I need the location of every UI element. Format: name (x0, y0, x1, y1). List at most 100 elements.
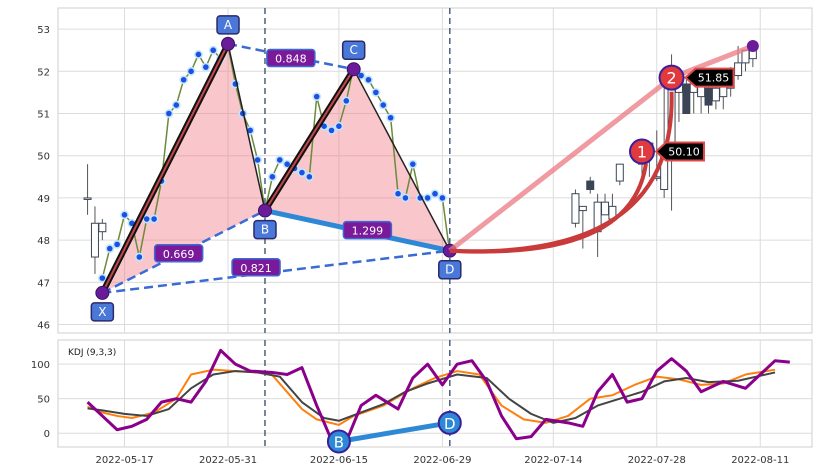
price-line-point (275, 155, 285, 165)
ratio-label-box (231, 258, 281, 277)
price-line-point (401, 193, 410, 203)
pattern-label-d: D (445, 263, 454, 277)
price-line-point (341, 96, 351, 106)
candle-body (734, 62, 743, 77)
leg-bc (263, 68, 355, 212)
pattern-label-box (438, 259, 462, 280)
ratio-label-box (342, 220, 393, 240)
kdj-marker-label-d: D (444, 415, 456, 433)
ratio-label-box (153, 244, 204, 263)
x-tick-label: 2022-05-31 (199, 455, 257, 466)
price-line-point (312, 92, 322, 102)
candle-body (615, 163, 624, 182)
price-y-tick-label: 51 (37, 110, 50, 121)
price-line-point (364, 75, 373, 85)
price-y-tick-label: 53 (37, 25, 50, 36)
price-line-point (120, 210, 129, 220)
projection-marker-label-2: 2 (666, 69, 676, 88)
ratio-label-xd: 0.821 (240, 262, 272, 275)
kdj-legend-text: KDJ (9,3,3) (68, 348, 116, 358)
leg-cd (353, 68, 451, 252)
price-line-point (164, 109, 174, 118)
kdj-marker-b (326, 429, 351, 454)
candle-body (578, 205, 587, 212)
candle-body (704, 87, 713, 106)
candle-body (90, 222, 99, 258)
price-line-point (186, 66, 196, 76)
price-y-tick-label: 48 (37, 236, 50, 247)
candle-body (682, 83, 691, 115)
projection-value-1: 50.10 (668, 146, 700, 159)
price-panel: 46 47 48 49 50 51 52 53 0.848 0.669 0.821 1.299 X A B C… (37, 7, 813, 334)
price-line-point (371, 88, 381, 97)
price-line-point (393, 189, 403, 199)
price-line-point (112, 239, 122, 249)
leg-xa (101, 42, 230, 294)
kdj-y-tick-label: 100 (31, 360, 50, 371)
kdj-y-tick-label: 50 (37, 395, 50, 406)
price-line-point (378, 100, 388, 110)
price-line-point (423, 193, 433, 203)
candle-body (83, 197, 92, 200)
price-line-point (327, 126, 336, 135)
price-line-point (304, 172, 314, 182)
pattern-point-c (346, 62, 361, 77)
price-line-point (201, 62, 211, 72)
ratio-label-ac: 0.848 (275, 53, 307, 66)
pattern-label-b: B (261, 223, 269, 237)
pattern-label-c: C (349, 43, 357, 57)
price-line-point (97, 273, 107, 283)
candle-body (601, 201, 610, 216)
leg-ab (227, 43, 266, 211)
price-line-point (386, 113, 396, 123)
pattern-label-box (90, 302, 115, 322)
candle-body (586, 180, 595, 190)
ratio-label-bd: 1.299 (352, 225, 384, 238)
x-tick-label: 2022-05-17 (95, 455, 153, 466)
candle-body (571, 193, 580, 224)
pattern-point-b (257, 203, 272, 218)
price-y-tick-label: 49 (37, 194, 50, 205)
price-plot-area (57, 7, 813, 334)
pattern-point-x (95, 285, 110, 300)
pattern-label-box (341, 40, 366, 60)
projection-value-2: 51.85 (698, 72, 730, 85)
xab-triangle (102, 43, 265, 293)
bcd-triangle (264, 69, 450, 251)
kdj-divergence-line (338, 420, 451, 444)
price-y-tick-label: 46 (37, 321, 50, 332)
x-tick-label: 2022-08-11 (731, 455, 789, 466)
pattern-label-x: X (98, 305, 106, 319)
x-tick-label: 2022-07-14 (524, 455, 582, 466)
projection-marker-2 (658, 64, 685, 91)
projection-arrow-2 (449, 91, 674, 254)
price-line-point (437, 193, 447, 203)
candle-body (711, 87, 720, 102)
price-line-point (408, 159, 418, 169)
ratio-label-box (266, 48, 316, 68)
target-end-point (746, 39, 759, 52)
price-line-point (179, 75, 189, 85)
price-line-point (267, 172, 277, 182)
price-y-tick-label: 52 (37, 67, 50, 78)
x-tick-label: 2022-06-29 (413, 455, 471, 466)
projection-value-box (654, 141, 705, 162)
ratio-label-xb: 0.669 (163, 248, 195, 261)
projection-marker-1 (628, 138, 655, 165)
pattern-label-a: A (224, 18, 233, 32)
price-line-point (208, 45, 218, 55)
kdj-panel: 0 50 100 2022-05-17 2022-05-31 2022-06-15 2022… (31, 339, 813, 466)
price-line (101, 43, 451, 279)
price-line-point (149, 214, 159, 224)
x-tick-label: 2022-07-28 (628, 455, 686, 466)
price-y-tick-label: 47 (37, 278, 50, 289)
kdj-marker-label-b: B (334, 433, 344, 451)
price-line-point (105, 244, 115, 253)
price-line-point (297, 168, 307, 178)
x-tick-label: 2022-06-15 (310, 455, 368, 466)
pattern-label-box (216, 15, 240, 35)
kdj-y-tick-label: 0 (44, 429, 50, 440)
candle-body (98, 222, 107, 233)
